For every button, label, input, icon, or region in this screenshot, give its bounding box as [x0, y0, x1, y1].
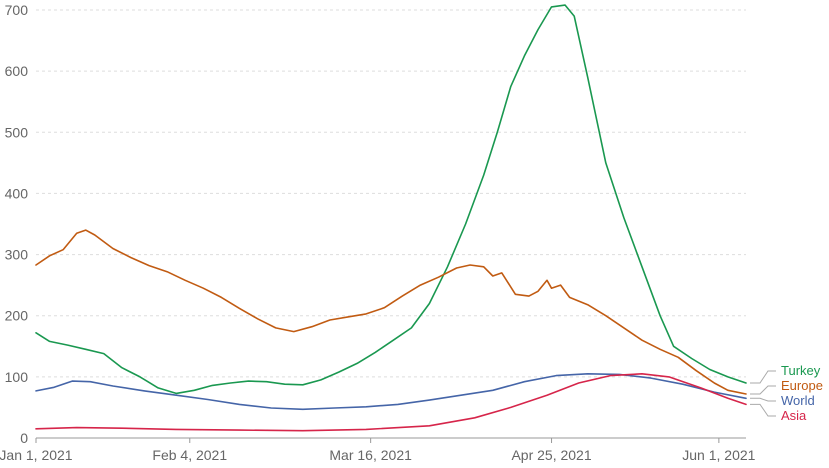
x-tick-label: Jun 1, 2021: [682, 447, 755, 463]
legend-leader-turkey: [750, 370, 776, 384]
series-lines: [35, 4, 747, 432]
series-line-turkey: [35, 4, 747, 395]
legend-label-world: World: [781, 393, 815, 408]
series-line-asia: [35, 373, 747, 432]
x-tick-label: Mar 16, 2021: [329, 447, 412, 463]
y-tick-label: 500: [5, 124, 29, 140]
y-axis-ticks: 0 100 200 300 400 500 600 700: [5, 2, 29, 446]
legend-leader-asia: [750, 403, 776, 417]
legend-label-turkey: Turkey: [781, 363, 821, 378]
y-tick-label: 300: [5, 247, 29, 263]
y-tick-label: 700: [5, 2, 29, 18]
legend-leader-world: [750, 397, 776, 402]
legend-label-europe: Europe: [781, 378, 823, 393]
x-tick-label: Feb 4, 2021: [152, 447, 227, 463]
x-tick-label: Jan 1, 2021: [0, 447, 73, 463]
x-axis-ticks: Jan 1, 2021 Feb 4, 2021 Mar 16, 2021 Apr 25…: [0, 438, 756, 463]
y-tick-label: 0: [20, 430, 28, 446]
legend-label-asia: Asia: [781, 408, 807, 423]
y-tick-label: 200: [5, 308, 29, 324]
y-tick-label: 100: [5, 369, 29, 385]
y-tick-label: 600: [5, 63, 29, 79]
series-line-europe: [35, 229, 747, 395]
gridlines: [36, 9, 746, 439]
y-tick-label: 400: [5, 185, 29, 201]
x-tick-label: Apr 25, 2021: [511, 447, 591, 463]
legend-leader-europe: [750, 385, 776, 395]
